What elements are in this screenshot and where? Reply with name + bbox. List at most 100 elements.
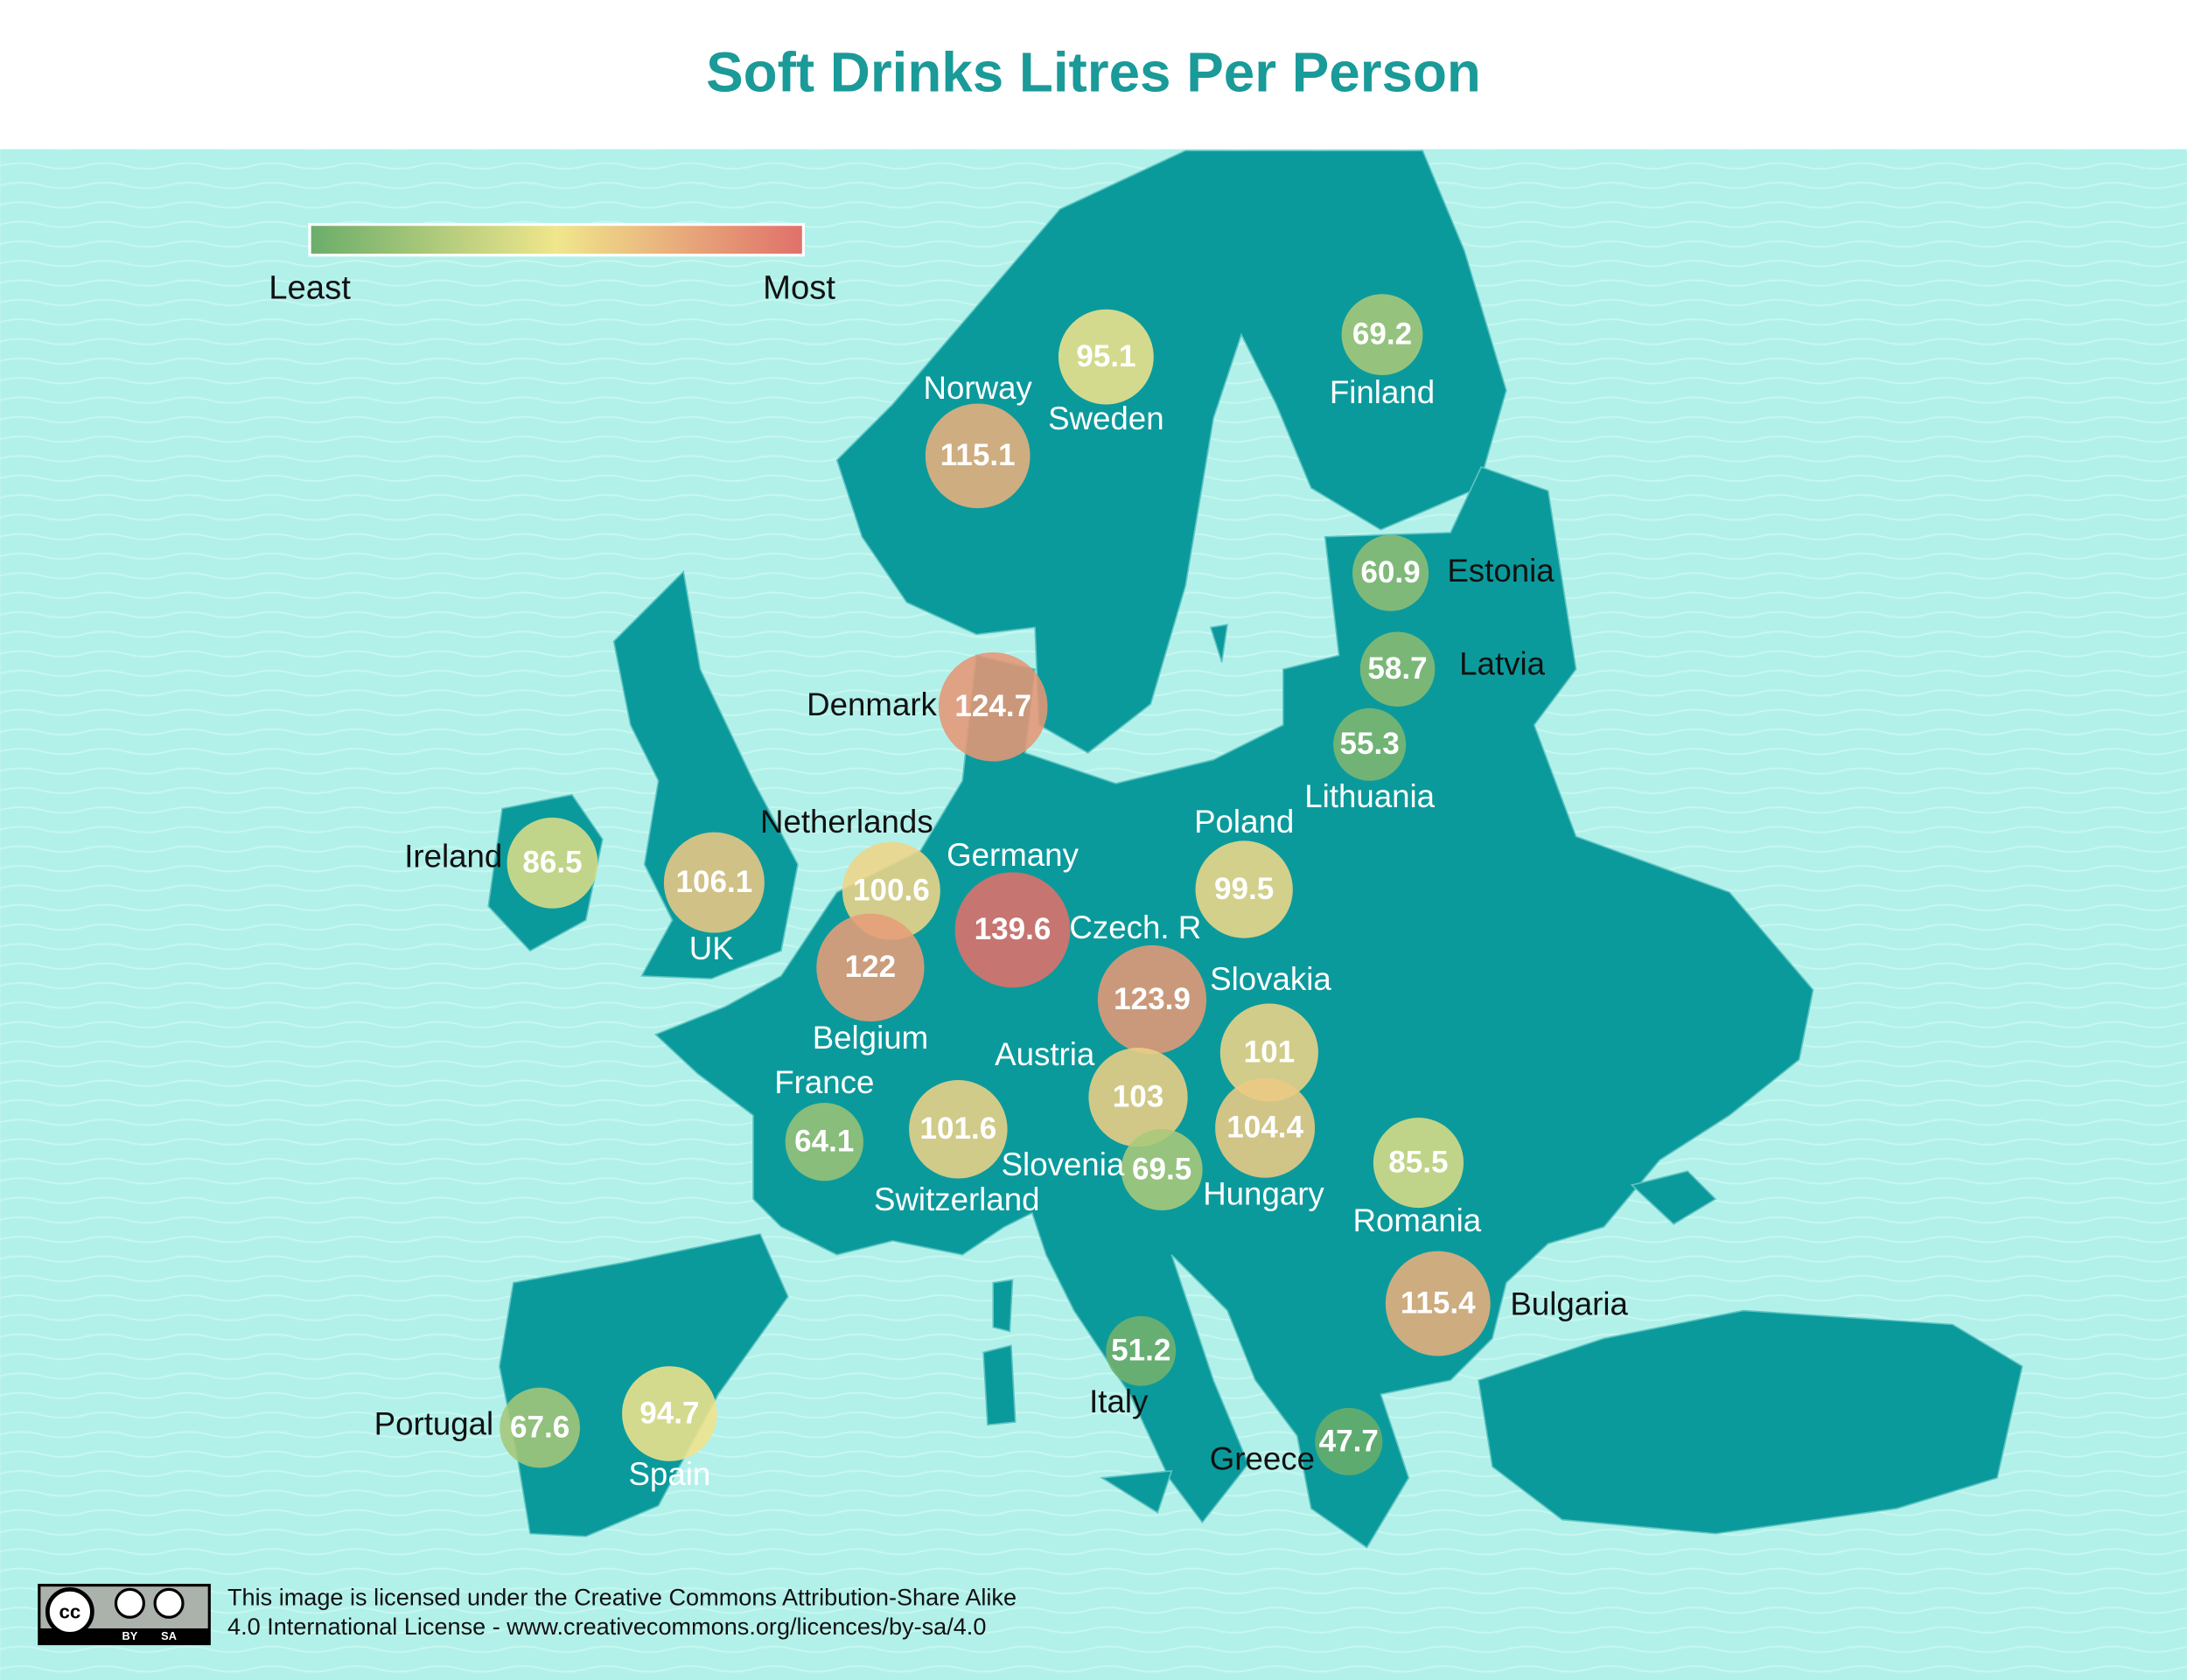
country-bubble: [1058, 309, 1154, 405]
crimea: [1630, 1170, 1717, 1225]
country-bubble: [1341, 294, 1423, 376]
badge-by: BY: [122, 1629, 138, 1642]
country-bubble: [500, 1387, 580, 1468]
sicily: [1100, 1469, 1173, 1514]
landmass: [487, 150, 2023, 1549]
country-bubble: [1106, 1315, 1177, 1386]
country-name: Germany: [947, 837, 1079, 873]
country-value: 58.7: [1367, 652, 1427, 686]
legend-gradient: [308, 223, 806, 257]
country-value: 94.7: [639, 1396, 699, 1430]
country-name: Czech. R: [1069, 910, 1201, 945]
bubbles: 115.1 Norway 95.1 Sweden 69.2 Finland 60.9 Esto…: [374, 294, 1628, 1492]
country-name: UK: [689, 931, 734, 966]
badge-cc-circle: [45, 1586, 94, 1636]
country-bubble: [1219, 1003, 1318, 1102]
sardinia: [982, 1344, 1017, 1426]
country-bubble: [1097, 945, 1207, 1055]
country-bubble: [663, 832, 765, 933]
country-value: 86.5: [522, 846, 582, 880]
country-bubble: [909, 1080, 1008, 1179]
country-bubble: [1385, 1251, 1491, 1356]
country-name: Italy: [1089, 1384, 1149, 1419]
country-value: 60.9: [1360, 555, 1420, 589]
country-name: Ireland: [404, 839, 502, 875]
country-bubble: [785, 1102, 863, 1182]
country-value: 139.6: [975, 912, 1052, 946]
country-value: 69.2: [1352, 317, 1412, 351]
country-value: 55.3: [1340, 727, 1400, 761]
country-name: Poland: [1194, 804, 1294, 840]
country-value: 115.1: [940, 438, 1016, 472]
country-value: 115.4: [1401, 1286, 1476, 1320]
legend-low: Least: [269, 269, 351, 307]
country-bubble: [1215, 1077, 1316, 1178]
country-value: 104.4: [1226, 1111, 1303, 1145]
scandinavia: [835, 150, 1507, 754]
country-value: 123.9: [1114, 982, 1191, 1016]
badge-sa-icon: [153, 1587, 185, 1619]
country-name: Denmark: [807, 687, 937, 722]
country-name: Slovenia: [1002, 1147, 1125, 1182]
country-bubble: [1333, 708, 1407, 781]
badge-sa: SA: [161, 1629, 177, 1642]
country-bubble: [622, 1366, 717, 1461]
license-badge: cc BY SA: [38, 1584, 211, 1646]
country-bubble: [1195, 840, 1293, 938]
country-bubble: [1088, 1048, 1188, 1147]
country-name: Belgium: [813, 1020, 928, 1056]
country-value: 101.6: [919, 1112, 996, 1146]
license-line-2: 4.0 International License - www.creative…: [227, 1613, 986, 1640]
country-name: Hungary: [1203, 1176, 1324, 1212]
country-value: 47.7: [1319, 1424, 1379, 1458]
country-value: 100.6: [853, 874, 930, 908]
country-value: 67.6: [510, 1410, 569, 1444]
country-bubble: [925, 403, 1031, 509]
country-name: Finland: [1330, 374, 1435, 410]
country-value: 103: [1113, 1079, 1164, 1113]
country-name: Austria: [995, 1036, 1095, 1072]
header-background: [0, 0, 2187, 150]
mainland: [653, 466, 1814, 1549]
country-bubble: [1121, 1129, 1203, 1211]
country-value: 101: [1244, 1035, 1296, 1069]
country-name: Switzerland: [874, 1182, 1039, 1217]
badge-cc: cc: [59, 1600, 80, 1622]
country-bubble: [954, 872, 1071, 988]
title: Soft Drinks Litres Per Person: [706, 41, 1481, 104]
country-name: Slovakia: [1210, 961, 1331, 997]
gotland: [1209, 624, 1228, 663]
country-name: Spain: [628, 1456, 710, 1492]
country-name: Romania: [1353, 1202, 1482, 1238]
country-name: Netherlands: [760, 804, 933, 840]
country-name: Latvia: [1459, 646, 1545, 682]
country-bubble: [1352, 534, 1429, 611]
country-bubble: [1359, 631, 1436, 707]
country-name: Norway: [924, 370, 1033, 406]
country-value: 69.5: [1132, 1152, 1191, 1186]
country-name: Estonia: [1447, 553, 1555, 589]
legend-high: Most: [763, 269, 835, 307]
country-value: 64.1: [794, 1125, 854, 1159]
country-name: Portugal: [374, 1406, 494, 1442]
country-name: Bulgaria: [1510, 1286, 1628, 1321]
country-bubble: [938, 652, 1048, 762]
country-value: 85.5: [1388, 1145, 1448, 1179]
country-bubble: [1373, 1117, 1464, 1209]
country-value: 95.1: [1076, 339, 1135, 373]
corsica: [992, 1279, 1014, 1333]
country-bubble: [507, 817, 598, 909]
turkey: [1478, 1309, 2023, 1535]
country-value: 51.2: [1111, 1334, 1170, 1368]
country-bubble: [816, 913, 925, 1021]
country-value: 124.7: [954, 689, 1031, 723]
country-value: 122: [845, 950, 897, 984]
country-name: Greece: [1210, 1440, 1315, 1476]
country-value: 106.1: [676, 865, 753, 899]
country-value: 99.5: [1214, 872, 1274, 906]
country-bubble: [1315, 1407, 1383, 1475]
country-name: France: [774, 1064, 874, 1100]
badge-by-icon: [114, 1587, 145, 1619]
